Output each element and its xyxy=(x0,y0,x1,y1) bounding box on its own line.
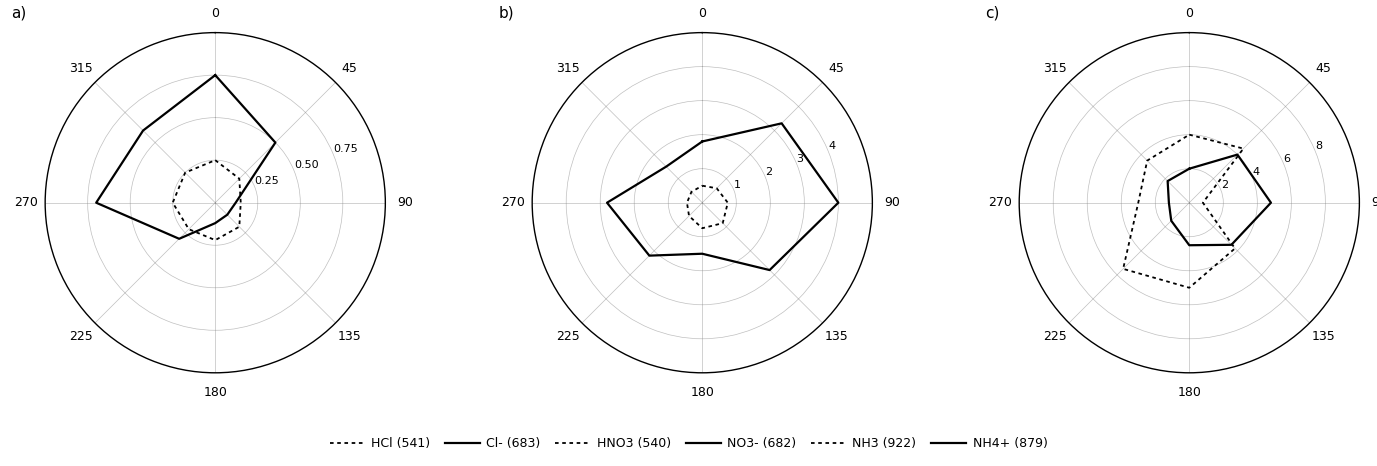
Text: a): a) xyxy=(11,6,26,21)
Legend: HCl (541), Cl- (683), HNO3 (540), NO3- (682), NH3 (922), NH4+ (879): HCl (541), Cl- (683), HNO3 (540), NO3- (… xyxy=(325,432,1052,455)
Text: c): c) xyxy=(985,6,1000,21)
Text: b): b) xyxy=(498,6,514,21)
